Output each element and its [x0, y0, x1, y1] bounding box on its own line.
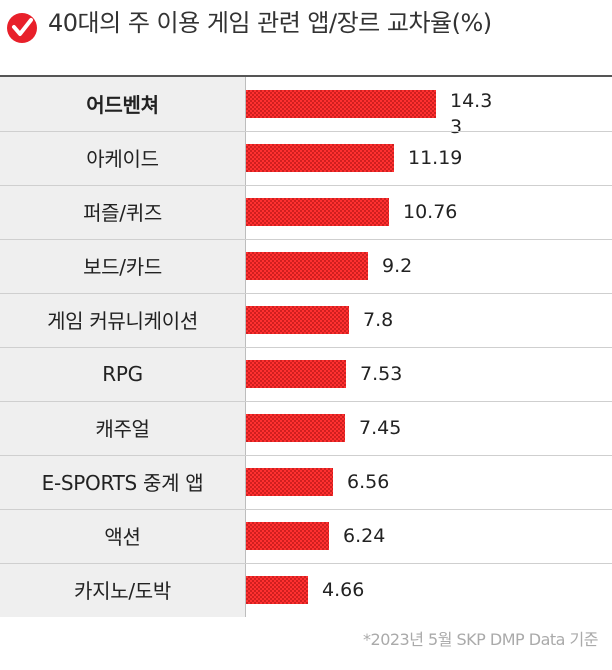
row-separator	[0, 185, 612, 186]
data-label: 9.2	[382, 255, 413, 277]
row-separator	[0, 563, 612, 564]
row-separator	[0, 293, 612, 294]
category-label: 아케이드	[86, 147, 159, 171]
bar	[246, 468, 333, 496]
category-label: RPG	[102, 361, 143, 386]
data-label: 10.76	[403, 201, 458, 223]
data-label: 14.33	[450, 90, 493, 138]
category-label: 퍼즐/퀴즈	[83, 201, 162, 225]
data-label: 7.8	[363, 309, 394, 331]
category-label: E-SPORTS 중계 앱	[41, 471, 204, 495]
category-label: 캐주얼	[95, 417, 150, 441]
data-label: 6.24	[343, 525, 386, 547]
bar	[246, 576, 308, 604]
row-separator	[0, 239, 612, 240]
bar	[246, 198, 389, 226]
category-label: 카지노/도박	[74, 579, 171, 603]
data-label: 7.45	[359, 417, 402, 439]
row-separator	[0, 131, 612, 132]
category-label: 액션	[104, 525, 141, 549]
checkmark-badge-icon	[7, 13, 37, 43]
category-label: 보드/카드	[83, 255, 162, 279]
bar	[246, 522, 329, 550]
bar	[246, 90, 436, 118]
row-separator	[0, 401, 612, 402]
bar	[246, 360, 346, 388]
bar	[246, 252, 368, 280]
row-separator	[0, 455, 612, 456]
header-divider	[0, 75, 612, 77]
bar	[246, 414, 345, 442]
data-label: 6.56	[347, 471, 390, 493]
data-label: 7.53	[360, 363, 403, 385]
data-label: 11.19	[408, 147, 463, 169]
source-footnote: *2023년 5월 SKP DMP Data 기준	[363, 630, 598, 649]
bar	[246, 306, 349, 334]
category-label: 어드벤쳐	[86, 93, 159, 117]
data-label: 4.66	[322, 579, 365, 601]
chart-title: 40대의 주 이용 게임 관련 앱/장르 교차율(%)	[48, 9, 492, 37]
row-separator	[0, 347, 612, 348]
category-label: 게임 커뮤니케이션	[47, 309, 198, 333]
chart-header: 40대의 주 이용 게임 관련 앱/장르 교차율(%)	[0, 0, 612, 60]
row-separator	[0, 509, 612, 510]
bar	[246, 144, 394, 172]
bar-chart: 어드벤쳐 14.33 아케이드 11.19 퍼즐/퀴즈 10.76 보드/카드 9.2 게임 커…	[0, 77, 612, 617]
